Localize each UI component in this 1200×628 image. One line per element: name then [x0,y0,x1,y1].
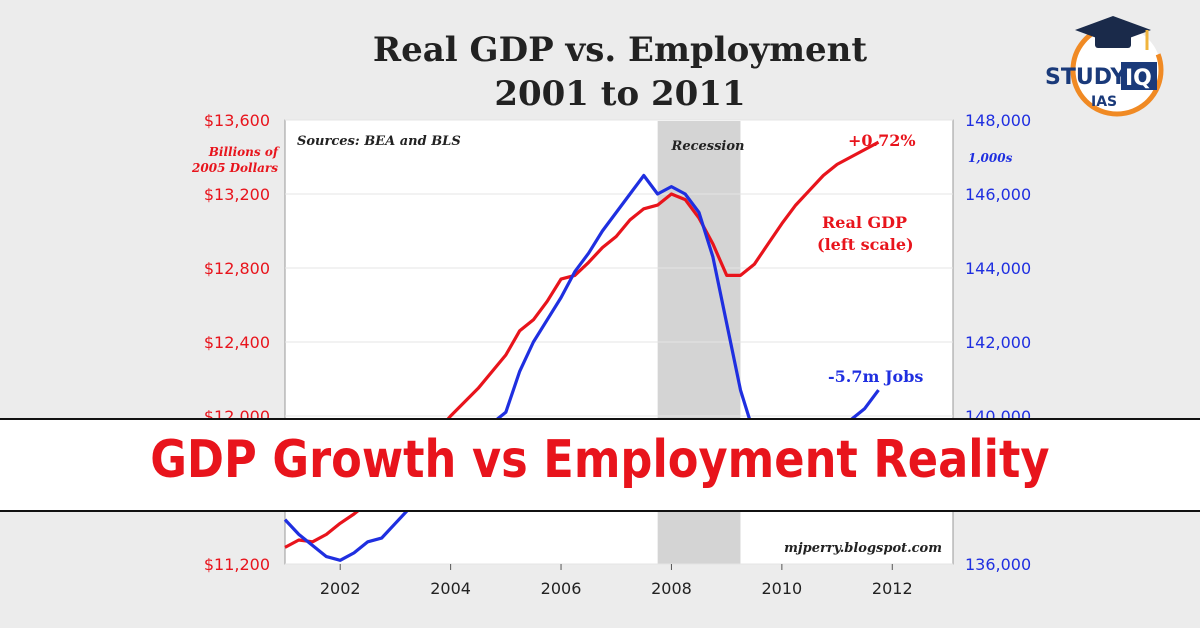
right-tick-label: 142,000 [965,333,1031,352]
left-tick-label: $13,200 [204,185,270,204]
unit-label-left-1: Billions of [208,145,280,159]
sources-label: Sources: BEA and BLS [297,134,461,149]
annotation-real-gdp: Real GDP [822,213,907,232]
right-tick-label: 148,000 [965,111,1031,130]
right-tick-label: 146,000 [965,185,1031,204]
chart-subtitle: 2001 to 2011 [494,74,746,114]
logo-iq: IQ [1125,66,1152,91]
logo-ring [1070,23,1164,117]
unit-label-left-2: 2005 Dollars [191,161,278,175]
right-tick-label: 144,000 [965,259,1031,278]
right-tick-label: 136,000 [965,555,1031,574]
x-tick-label: 2006 [541,579,582,598]
x-tick-label: 2010 [762,579,803,598]
graduation-cap-icon [1075,16,1151,44]
headline-text: GDP Growth vs Employment Reality [150,430,1050,490]
unit-label-right: 1,000s [968,151,1013,165]
left-tick-label: $13,600 [204,111,270,130]
logo-iq-box [1121,62,1157,90]
x-tick-label: 2012 [872,579,913,598]
studyiq-logo: STUDY IQ IAS [1045,16,1164,117]
x-tick-label: 2008 [651,579,692,598]
left-tick-label: $12,800 [204,259,270,278]
x-tick-label: 2004 [430,579,471,598]
annotation-left-scale: (left scale) [817,235,914,254]
annotation-jobs: -5.7m Jobs [828,367,923,386]
logo-study: STUDY [1045,65,1127,90]
left-tick-label: $11,200 [204,555,270,574]
headline-banner: GDP Growth vs Employment Reality [0,418,1200,512]
watermark: mjperry.blogspot.com [784,541,942,556]
x-tick-label: 2002 [320,579,361,598]
graduation-cap-base-icon [1095,34,1131,48]
annotation-gdp-change: +0.72% [848,131,916,150]
logo-ias: IAS [1091,94,1117,110]
recession-label: Recession [671,139,745,154]
chart-title: Real GDP vs. Employment [372,30,868,70]
left-tick-label: $12,400 [204,333,270,352]
